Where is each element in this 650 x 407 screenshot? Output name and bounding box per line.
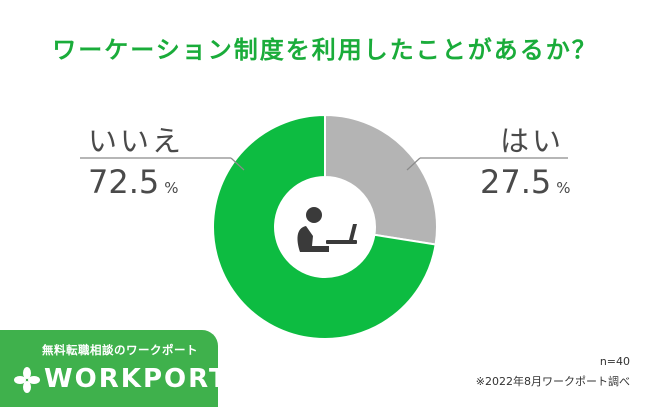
clover-icon xyxy=(14,367,40,393)
brand-logo-text: WORKPORT xyxy=(44,364,229,394)
slice-no xyxy=(212,113,437,340)
label-no: いいえ xyxy=(88,124,185,158)
sample-size: n=40 xyxy=(599,355,630,368)
leader-line-no-diag xyxy=(230,157,245,171)
slice-yes xyxy=(324,113,438,246)
donut-slices xyxy=(212,113,438,340)
value-yes: 27.5% xyxy=(480,163,571,201)
leader-line-yes-diag xyxy=(406,157,421,171)
source-note: ※2022年8月ワークポート調べ xyxy=(475,375,630,388)
brand-badge: 無料転職相談のワークポート WORKPORT xyxy=(0,330,227,407)
value-yes-number: 27.5 xyxy=(480,163,552,201)
value-no-number: 72.5 xyxy=(88,163,160,201)
value-no-unit: % xyxy=(164,179,179,197)
value-no: 72.5% xyxy=(88,163,179,201)
chart-title: ワーケーション制度を利用したことがあるか？ xyxy=(52,36,598,64)
label-yes: はい xyxy=(500,124,565,158)
value-yes-unit: % xyxy=(556,179,571,197)
brand-tagline: 無料転職相談のワークポート xyxy=(42,343,198,357)
person-at-laptop-icon xyxy=(297,207,357,252)
